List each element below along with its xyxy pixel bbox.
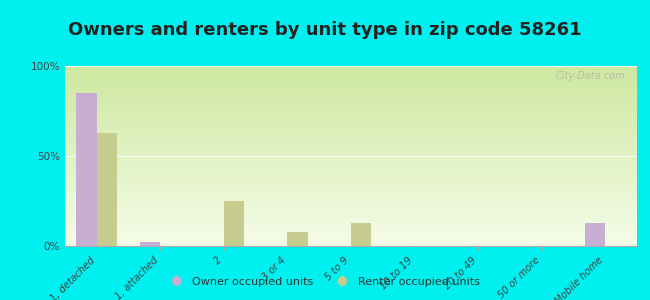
Bar xyxy=(287,232,308,246)
Text: City-Data.com: City-Data.com xyxy=(556,71,625,81)
Bar xyxy=(140,242,161,246)
Bar xyxy=(97,133,117,246)
Legend: Owner occupied units, Renter occupied units: Owner occupied units, Renter occupied un… xyxy=(166,272,484,291)
Bar xyxy=(224,201,244,246)
Bar xyxy=(585,223,605,246)
Text: Owners and renters by unit type in zip code 58261: Owners and renters by unit type in zip c… xyxy=(68,21,582,39)
Bar xyxy=(77,93,97,246)
Bar xyxy=(351,223,371,246)
